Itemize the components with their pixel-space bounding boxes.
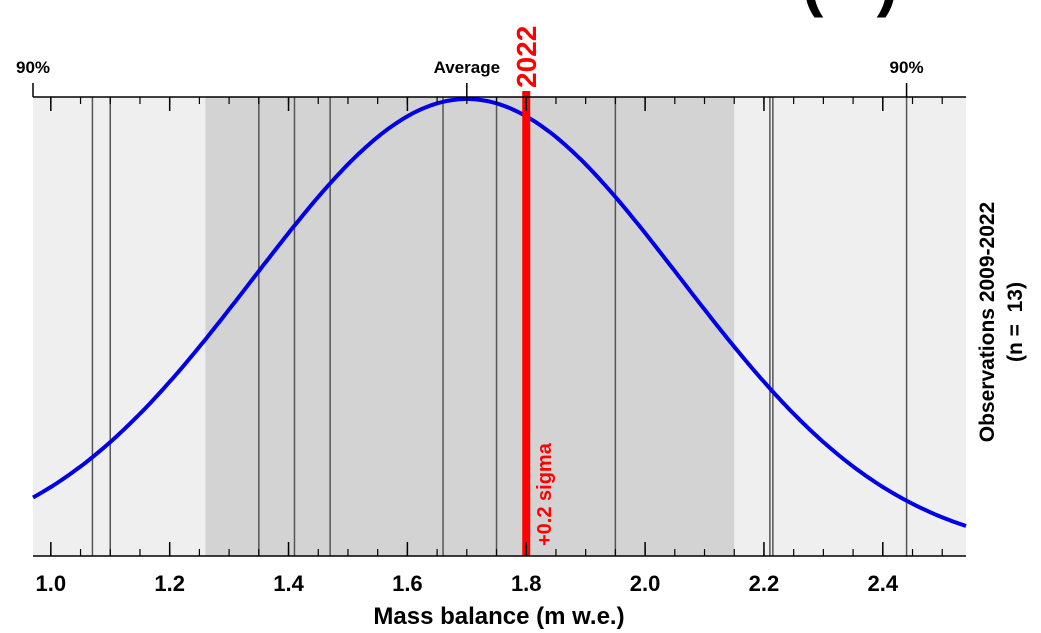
y-axis-label-line2: (n = 13) bbox=[1004, 282, 1027, 362]
current-year-label: 2022 bbox=[511, 26, 542, 88]
x-tick-label: 1.6 bbox=[392, 571, 423, 596]
chart-title-fragment: ( ) bbox=[802, 0, 898, 18]
current-year-group: 2022 +0.2 sigma bbox=[511, 26, 556, 556]
x-tick-label: 1.4 bbox=[273, 571, 304, 596]
top-marker-label: 90% bbox=[16, 58, 50, 77]
x-tick-label: 2.2 bbox=[749, 571, 780, 596]
percentile-bands bbox=[33, 97, 966, 556]
sigma-annotation: +0.2 sigma bbox=[534, 442, 556, 546]
top-markers: 90% Average 90% bbox=[16, 58, 924, 97]
axes: 1.0 1.2 1.4 1.6 1.8 2.0 2.2 2.4 bbox=[33, 96, 966, 596]
x-tick-label: 1.0 bbox=[36, 571, 67, 596]
x-tick-label: 2.0 bbox=[630, 571, 661, 596]
x-tick-label: 1.8 bbox=[511, 571, 542, 596]
percentile-band bbox=[205, 97, 735, 556]
top-marker-label: 90% bbox=[890, 58, 924, 77]
x-axis-label: Mass balance (m w.e.) bbox=[373, 603, 624, 630]
observation-lines bbox=[91, 97, 908, 556]
x-tick-label: 1.2 bbox=[154, 571, 185, 596]
y-axis-label-line1: Observations 2009-2022 bbox=[976, 202, 999, 442]
x-tick-label: 2.4 bbox=[868, 571, 899, 596]
distribution-curve bbox=[32, 97, 967, 528]
distribution-curve-group bbox=[32, 97, 967, 528]
top-marker-label: Average bbox=[434, 58, 500, 77]
